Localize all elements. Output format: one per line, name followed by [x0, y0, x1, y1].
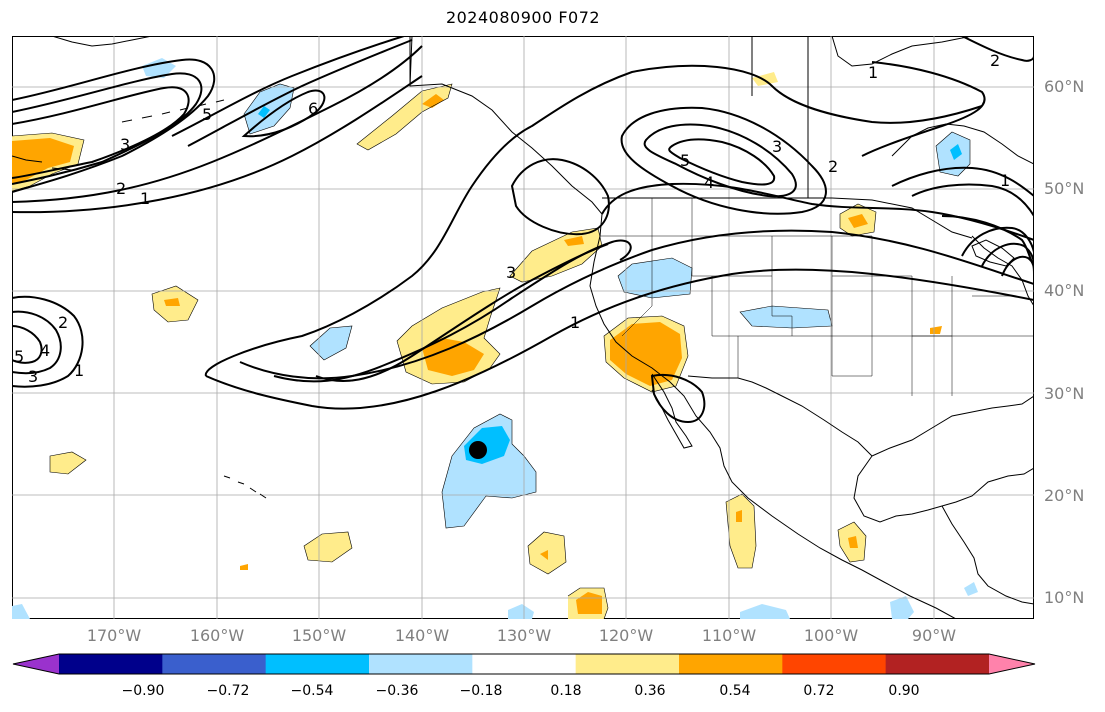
anomaly-negative-southern-plains — [740, 306, 832, 328]
colorbar-outline — [12, 653, 1036, 675]
contour-label: 5 — [202, 105, 212, 124]
anomaly-positive-south-hawaii — [304, 532, 352, 562]
colorbar-segment — [369, 654, 473, 674]
lon-label: 110°W — [701, 626, 757, 645]
anomaly-negative-gulf-right — [964, 582, 978, 596]
anomaly-negative-east-pacific — [310, 326, 352, 360]
map-panel: 1 1 1 1 1 2 2 2 2 3 3 3 3 4 4 5 5 5 6 — [12, 36, 1034, 619]
anomaly-positive-midwest-core — [848, 214, 868, 228]
contour-labels: 1 1 1 1 1 2 2 2 2 3 3 3 3 4 4 5 5 5 6 — [14, 51, 1010, 386]
colorbar-segment — [59, 654, 163, 674]
colorbar-segment — [13, 654, 59, 674]
contour-label: 5 — [680, 151, 690, 170]
lon-label: 170°W — [86, 626, 142, 645]
colorbar-segment — [575, 654, 680, 674]
contour-label: 1 — [868, 63, 878, 82]
contour-label: 6 — [308, 99, 318, 118]
lon-label: 100°W — [803, 626, 859, 645]
anomaly-positive-gulf-alaska — [357, 84, 452, 150]
anomaly-negative-subtropical — [442, 414, 536, 528]
lon-label: 120°W — [598, 626, 654, 645]
anomaly-negative-bottom-mexico — [740, 604, 790, 619]
anomaly-positive-mexico-coast — [726, 494, 756, 568]
anomaly-negative-hudson-core — [950, 144, 962, 160]
state-borders — [600, 198, 1034, 396]
contour-label: 1 — [74, 361, 84, 380]
anomaly-negative-bottom-right — [890, 596, 914, 619]
colorbar-segment — [679, 654, 783, 674]
graticule — [12, 36, 1034, 619]
lat-label: 30°N — [1044, 384, 1085, 403]
anomaly-positive-mexico-coast-core — [736, 510, 742, 522]
contour-label: 5 — [14, 347, 24, 366]
lat-label: 40°N — [1044, 281, 1085, 300]
anomaly-positive-south-bottom-core — [576, 592, 602, 614]
anomaly-positive-central-pacific-core — [422, 338, 484, 376]
contour-label: 4 — [704, 173, 714, 192]
colorbar-tick-label: 0.54 — [719, 683, 751, 699]
colorbar-tick-label: −0.18 — [459, 683, 503, 699]
colorbar-segment — [472, 654, 577, 674]
lat-label: 50°N — [1044, 179, 1085, 198]
contour-label: 3 — [28, 367, 38, 386]
anomaly-positive-west-hawaii-core — [164, 298, 180, 306]
colorbar-tick-label: 0.18 — [550, 683, 582, 699]
anomaly-negative-aleutian — [244, 84, 294, 134]
anomaly-positive-southeast — [930, 326, 942, 334]
anomaly-positive-oregon-offshore-core — [564, 236, 584, 246]
colorbar-tick-label: −0.54 — [290, 683, 334, 699]
contour-lines — [12, 36, 1034, 424]
contour-label: 1 — [1000, 171, 1010, 190]
contour-label: 2 — [116, 179, 126, 198]
anomaly-positive-southwest-core — [610, 322, 682, 386]
contour-label: 1 — [570, 313, 580, 332]
map-title: 2024080900 F072 — [445, 8, 601, 27]
lon-label: 160°W — [189, 626, 245, 645]
anomaly-negative-bottom-left — [12, 604, 30, 619]
map-frame — [12, 36, 1034, 619]
lon-label: 90°W — [911, 626, 957, 645]
colorbar-segment — [885, 654, 990, 674]
colorbar-tick-label: 0.72 — [803, 683, 835, 699]
colorbar-tick-label: 0.36 — [634, 683, 666, 699]
anomaly-positive-southwest-pacific — [50, 452, 86, 474]
anomaly-negative-aleutian-core — [258, 106, 270, 118]
colorbar-segment — [782, 654, 887, 674]
contour-label: 3 — [506, 263, 516, 282]
lon-label: 150°W — [291, 626, 347, 645]
colorbar-tick-label: −0.90 — [121, 683, 165, 699]
anomaly-positive-gulf-alaska-core — [422, 94, 444, 108]
contour-label: 2 — [828, 157, 838, 176]
anomaly-negative-great-basin — [618, 258, 692, 298]
contour-label: 4 — [40, 341, 50, 360]
coastlines-and-borders — [12, 36, 1034, 619]
colorbar — [12, 653, 1036, 675]
lon-label: 140°W — [394, 626, 450, 645]
lat-label: 20°N — [1044, 486, 1085, 505]
shaded-anomaly-regions — [12, 58, 978, 619]
contour-label: 1 — [140, 189, 150, 208]
anomaly-positive-alaska-interior — [752, 72, 778, 86]
lon-label: 130°W — [496, 626, 552, 645]
contour-label: 3 — [772, 137, 782, 156]
lat-label: 60°N — [1044, 77, 1085, 96]
colorbar-segment — [265, 654, 370, 674]
lat-label: 10°N — [1044, 588, 1085, 607]
contour-label: 2 — [990, 51, 1000, 70]
colorbar-tick-label: 0.90 — [888, 683, 920, 699]
contour-label: 2 — [58, 313, 68, 332]
anomaly-negative-bottom-center — [508, 604, 534, 619]
colorbar-segment — [989, 654, 1035, 674]
anomaly-positive-tiny — [240, 564, 248, 570]
anomaly-positive-south-central-core — [540, 550, 548, 560]
colorbar-tick-label: −0.72 — [206, 683, 250, 699]
anomaly-positive-central-america-core — [848, 536, 858, 548]
contour-label: 3 — [120, 135, 130, 154]
anomaly-positive-far-west-core — [12, 138, 74, 184]
colorbar-segment — [162, 654, 267, 674]
location-marker — [469, 441, 487, 459]
colorbar-tick-label: −0.36 — [375, 683, 419, 699]
